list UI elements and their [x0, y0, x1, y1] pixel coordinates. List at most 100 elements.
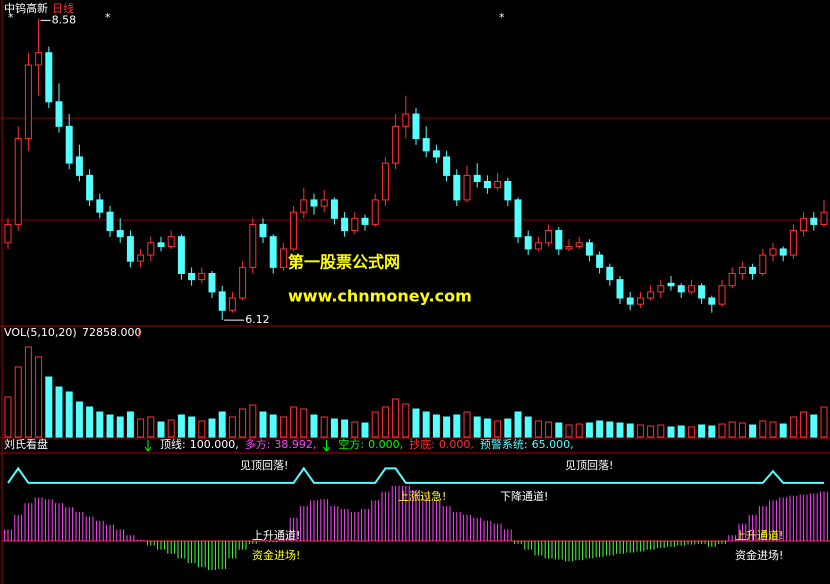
volume-bar [177, 414, 185, 438]
volume-bar [545, 421, 553, 438]
volume-bar [239, 408, 247, 438]
star: * [8, 11, 14, 24]
volume-bar [259, 411, 267, 438]
candle-body [514, 199, 522, 238]
candle-body [657, 285, 665, 293]
candle-body [147, 242, 155, 256]
volume-bar [269, 414, 277, 438]
candle-body [606, 266, 614, 281]
panel-title: 刘氏看盘 [4, 437, 48, 451]
candle-body [35, 52, 43, 66]
candle-body [708, 297, 716, 305]
annotation: 见顶回落! [565, 459, 613, 472]
candle-body [504, 181, 512, 201]
volume-bar [218, 411, 226, 438]
volume-bar [769, 421, 777, 438]
volume-bar [96, 411, 104, 438]
candle-body [279, 248, 287, 268]
star: * [499, 11, 505, 24]
volume-bar [606, 421, 614, 438]
volume-bar [45, 376, 53, 438]
readout-value: 38.992, [274, 438, 316, 451]
candle-body [422, 138, 430, 152]
volume-bar [86, 406, 94, 438]
volume-bar [728, 421, 736, 438]
candle-body [820, 211, 828, 225]
candle-body [371, 199, 379, 225]
top-line [7, 466, 824, 484]
readout-name: 顶线: [160, 437, 186, 451]
candle-body [749, 266, 757, 274]
candle-body [759, 254, 767, 274]
volume-bar [616, 422, 624, 438]
volume-bar [514, 411, 522, 438]
volume-bar [249, 404, 257, 438]
candle-body [473, 174, 481, 183]
candle-body [596, 254, 604, 268]
volume-bar [167, 419, 175, 438]
volume-bar [402, 403, 410, 438]
star: * [105, 11, 111, 24]
volume-bar [4, 396, 12, 438]
volume-bar [228, 416, 236, 438]
candle-body [483, 181, 491, 189]
volume-bar [789, 416, 797, 438]
candle-body [453, 174, 461, 201]
volume-bar [565, 424, 573, 438]
candle-body [800, 217, 808, 232]
volume-bar [320, 416, 328, 438]
annotation: 资金进场! [735, 548, 783, 562]
volume-bar [341, 419, 349, 438]
volume-bar [667, 426, 675, 438]
candle-body [249, 223, 257, 268]
arrow-head [144, 446, 152, 452]
candle-body [86, 174, 94, 201]
candle-body [636, 297, 644, 305]
candle-body [116, 230, 124, 238]
candle-body [96, 199, 104, 213]
volume-bar [55, 386, 63, 438]
candle-body [545, 230, 553, 244]
readout-name: 空方: [338, 437, 364, 451]
readout-value: 65.000, [532, 438, 574, 451]
candle-body [687, 285, 695, 293]
volume-bar [820, 406, 828, 438]
arrow-head [323, 446, 330, 452]
candle-body [698, 285, 706, 299]
candle-body [626, 297, 634, 305]
volume-bar [147, 416, 155, 438]
watermark: www.chnmoney.com [288, 287, 472, 306]
candle-body [45, 52, 53, 103]
readout-name: 抄底: [409, 437, 435, 451]
annotation: 上涨过急! [398, 489, 446, 503]
readout-name: 多方: [245, 437, 271, 451]
volume-bar [290, 406, 298, 438]
watermark: 第一股票公式网 [288, 253, 400, 272]
candle-body [341, 217, 349, 232]
volume-bar [361, 422, 369, 438]
volume-bar [24, 346, 32, 438]
candle-body [208, 272, 216, 293]
volume-bar [137, 418, 145, 438]
candle-body [392, 125, 400, 164]
candle-body [779, 248, 787, 256]
candle-body [137, 254, 145, 262]
volume-bar [157, 421, 165, 438]
volume-bar [810, 414, 818, 438]
volume-bar [749, 424, 757, 438]
volume-bar [65, 391, 73, 438]
volume-bar [504, 418, 512, 438]
volume-bar [279, 416, 287, 438]
volume-bar [443, 416, 451, 438]
candle-body [177, 236, 185, 274]
volume-bar [524, 416, 532, 438]
candle-body [769, 248, 777, 256]
volume-bar [453, 414, 461, 438]
annotation: 上升通道! [735, 528, 783, 542]
candle-body [534, 242, 542, 250]
candle-body [718, 285, 726, 305]
candle-body [300, 199, 308, 213]
chart-title: 中钨高新 [4, 1, 48, 15]
candle-body [198, 272, 206, 281]
volume-bar [330, 418, 338, 438]
